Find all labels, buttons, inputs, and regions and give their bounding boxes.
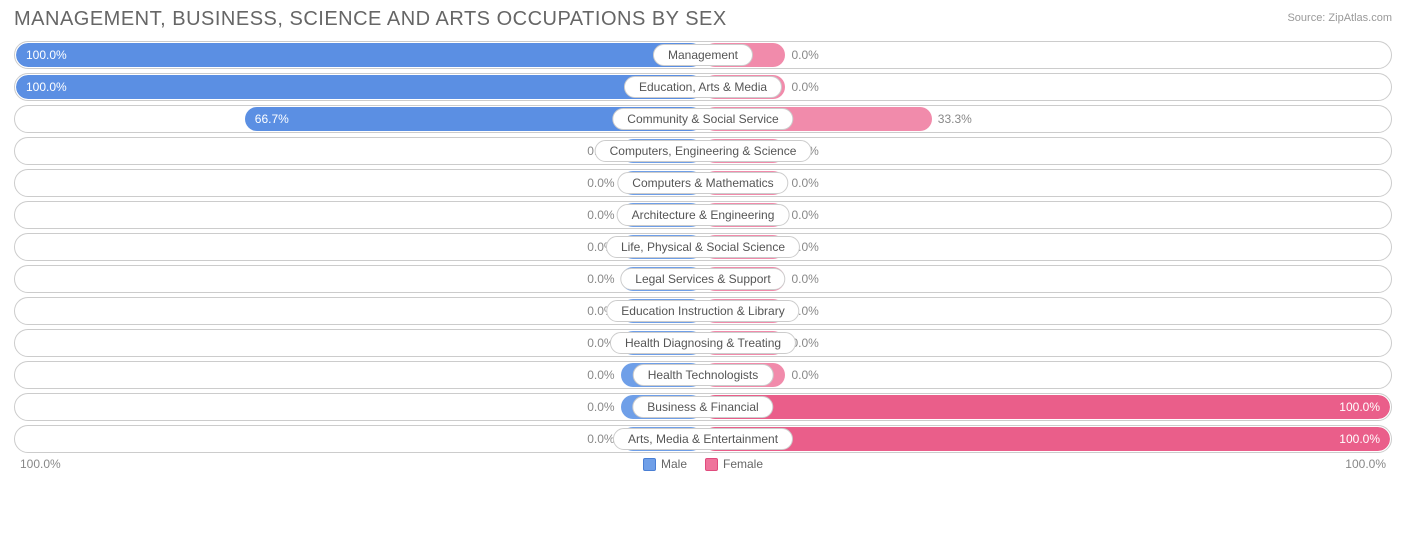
category-label: Computers, Engineering & Science <box>595 140 812 162</box>
female-pct-label: 33.3% <box>938 107 972 131</box>
female-pct-label: 0.0% <box>791 203 818 227</box>
axis-left-label: 100.0% <box>20 457 61 471</box>
category-label: Life, Physical & Social Science <box>606 236 800 258</box>
male-pct-label: 0.0% <box>587 171 614 195</box>
male-pct-label: 0.0% <box>587 267 614 291</box>
male-pct-label: 0.0% <box>587 203 614 227</box>
category-label: Management <box>653 44 753 66</box>
chart-row: 0.0%0.0%Education Instruction & Library <box>14 297 1392 325</box>
male-pct-label: 0.0% <box>587 395 614 419</box>
category-label: Legal Services & Support <box>620 268 785 290</box>
axis-row: 100.0% Male Female 100.0% <box>14 457 1392 471</box>
legend-female: Female <box>705 457 763 471</box>
legend-male: Male <box>643 457 687 471</box>
category-label: Community & Social Service <box>612 108 793 130</box>
chart-row: 0.0%0.0%Life, Physical & Social Science <box>14 233 1392 261</box>
chart-row: 100.0% 0.0% Education, Arts & Media <box>14 73 1392 101</box>
female-pct-label: 0.0% <box>791 75 818 99</box>
chart-title: MANAGEMENT, BUSINESS, SCIENCE AND ARTS O… <box>14 8 727 31</box>
chart-row: 0.0% 0.0%Architecture & Engineering <box>14 201 1392 229</box>
category-label: Education Instruction & Library <box>606 300 799 322</box>
chart-row: 0.0% 100.0%Arts, Media & Entertainment <box>14 425 1392 453</box>
category-label: Health Technologists <box>633 364 774 386</box>
female-pct-label: 0.0% <box>791 363 818 387</box>
male-pct-label: 0.0% <box>587 363 614 387</box>
legend: Male Female <box>643 457 763 471</box>
category-label: Health Diagnosing & Treating <box>610 332 796 354</box>
chart-row: 0.0% 0.0% Legal Services & Support <box>14 265 1392 293</box>
male-bar: 100.0% <box>16 43 703 67</box>
chart-row: 0.0%0.0%Health Diagnosing & Treating <box>14 329 1392 357</box>
male-pct-label: 0.0% <box>587 427 614 451</box>
axis-right-label: 100.0% <box>1345 457 1386 471</box>
category-label: Arts, Media & Entertainment <box>613 428 793 450</box>
female-pct-label: 0.0% <box>791 43 818 67</box>
chart-row: 0.0%0.0%Computers, Engineering & Science <box>14 137 1392 165</box>
chart-area: 100.0%0.0%Management100.0%0.0%Education,… <box>14 41 1392 453</box>
legend-male-label: Male <box>661 457 687 471</box>
male-bar: 100.0% <box>16 75 703 99</box>
female-bar: 100.0% <box>703 395 1390 419</box>
legend-female-label: Female <box>723 457 763 471</box>
chart-row: 66.7%33.3%Community & Social Service <box>14 105 1392 133</box>
category-label: Computers & Mathematics <box>617 172 788 194</box>
chart-row: 0.0% 100.0%Business & Financial <box>14 393 1392 421</box>
category-label: Architecture & Engineering <box>617 204 790 226</box>
chart-row: 0.0% 0.0%Computers & Mathematics <box>14 169 1392 197</box>
chart-row: 100.0% 0.0% Management <box>14 41 1392 69</box>
legend-male-swatch <box>643 458 656 471</box>
female-pct-label: 0.0% <box>791 171 818 195</box>
female-pct-label: 0.0% <box>791 267 818 291</box>
legend-female-swatch <box>705 458 718 471</box>
source-attribution: Source: ZipAtlas.com <box>1287 8 1392 24</box>
chart-row: 0.0% 0.0% Health Technologists <box>14 361 1392 389</box>
female-bar: 100.0% <box>703 427 1390 451</box>
category-label: Business & Financial <box>632 396 773 418</box>
category-label: Education, Arts & Media <box>624 76 782 98</box>
